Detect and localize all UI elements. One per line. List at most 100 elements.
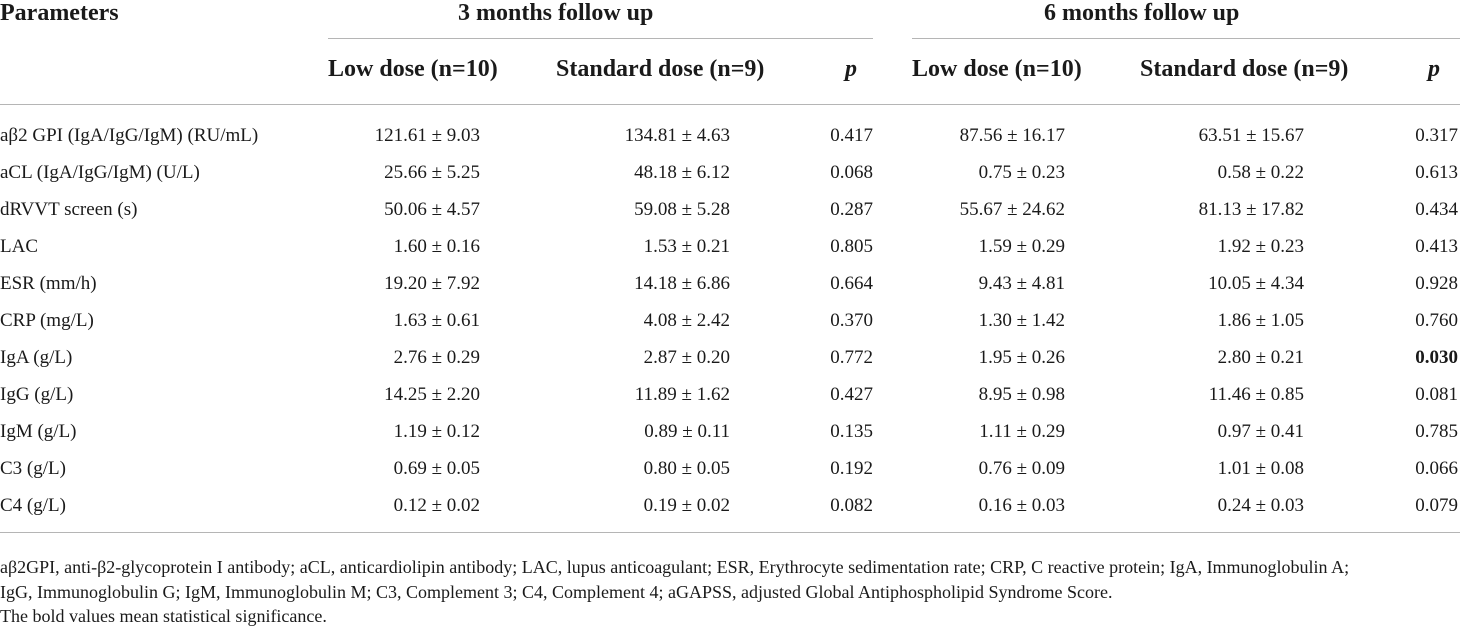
low-dose-6-cell: 1.11 ± 0.29 (979, 421, 1065, 442)
p-value-3-cell: 0.805 (830, 236, 873, 257)
p-value-3-cell: 0.427 (830, 384, 873, 405)
standard-dose-3-cell: 4.08 ± 2.42 (643, 310, 730, 331)
param-cell: C3 (g/L) (0, 458, 66, 479)
low-dose-6-cell: 87.56 ± 16.17 (959, 125, 1065, 146)
p-value-6-cell: 0.434 (1415, 199, 1458, 220)
p-value-6-cell: 0.785 (1415, 421, 1458, 442)
table-row: C3 (g/L) 0.69 ± 0.05 0.80 ± 0.05 0.192 0… (0, 451, 1460, 487)
table-row: CRP (mg/L) 1.63 ± 0.61 4.08 ± 2.42 0.370… (0, 303, 1460, 339)
low-dose-3-cell: 25.66 ± 5.25 (384, 162, 480, 183)
param-cell: CRP (mg/L) (0, 310, 94, 331)
low-dose-3-cell: 19.20 ± 7.92 (384, 273, 480, 294)
group-rule-3-months (328, 38, 873, 39)
col-header-standard-dose-6: Standard dose (n=9) (1140, 56, 1349, 82)
low-dose-6-cell: 8.95 ± 0.98 (978, 384, 1065, 405)
table-row: ESR (mm/h) 19.20 ± 7.92 14.18 ± 6.86 0.6… (0, 266, 1460, 302)
col-header-low-dose-3: Low dose (n=10) (328, 56, 498, 82)
group-header-6-months: 6 months follow up (1044, 0, 1240, 26)
standard-dose-3-cell: 0.89 ± 0.11 (644, 421, 730, 442)
table-row: LAC 1.60 ± 0.16 1.53 ± 0.21 0.805 1.59 ±… (0, 229, 1460, 265)
table-bottom-rule (0, 532, 1460, 533)
low-dose-3-cell: 0.69 ± 0.05 (393, 458, 480, 479)
p-value-6-cell: 0.079 (1415, 495, 1458, 516)
table-row: IgM (g/L) 1.19 ± 0.12 0.89 ± 0.11 0.135 … (0, 414, 1460, 450)
low-dose-3-cell: 1.60 ± 0.16 (393, 236, 480, 257)
p-value-3-cell: 0.772 (830, 347, 873, 368)
standard-dose-6-cell: 0.24 ± 0.03 (1217, 495, 1304, 516)
table-row: aβ2 GPI (IgA/IgG/IgM) (RU/mL) 121.61 ± 9… (0, 118, 1460, 154)
standard-dose-6-cell: 1.86 ± 1.05 (1217, 310, 1304, 331)
low-dose-6-cell: 0.75 ± 0.23 (978, 162, 1065, 183)
standard-dose-3-cell: 1.53 ± 0.21 (643, 236, 730, 257)
table-row: dRVVT screen (s) 50.06 ± 4.57 59.08 ± 5.… (0, 192, 1460, 228)
p-value-6-cell: 0.613 (1415, 162, 1458, 183)
param-cell: ESR (mm/h) (0, 273, 97, 294)
col-header-p-6: p (1428, 56, 1440, 82)
table-row: IgA (g/L) 2.76 ± 0.29 2.87 ± 0.20 0.772 … (0, 340, 1460, 376)
low-dose-3-cell: 2.76 ± 0.29 (393, 347, 480, 368)
group-header-3-months: 3 months follow up (458, 0, 654, 26)
footnote-abbreviations: aβ2GPI, anti-β2-glycoprotein I antibody;… (0, 557, 1350, 577)
p-value-6-cell-significant: 0.030 (1415, 347, 1458, 368)
p-value-3-cell: 0.192 (830, 458, 873, 479)
low-dose-6-cell: 55.67 ± 24.62 (959, 199, 1065, 220)
col-header-standard-dose-3: Standard dose (n=9) (556, 56, 765, 82)
standard-dose-3-cell: 48.18 ± 6.12 (634, 162, 730, 183)
standard-dose-6-cell: 2.80 ± 0.21 (1217, 347, 1304, 368)
standard-dose-3-cell: 2.87 ± 0.20 (643, 347, 730, 368)
parameters-header: Parameters (0, 0, 119, 26)
p-value-3-cell: 0.082 (830, 495, 873, 516)
standard-dose-6-cell: 0.97 ± 0.41 (1217, 421, 1304, 442)
standard-dose-3-cell: 134.81 ± 4.63 (624, 125, 730, 146)
low-dose-6-cell: 0.16 ± 0.03 (978, 495, 1065, 516)
param-cell: LAC (0, 236, 38, 257)
param-cell: IgG (g/L) (0, 384, 74, 405)
table-row: C4 (g/L) 0.12 ± 0.02 0.19 ± 0.02 0.082 0… (0, 488, 1460, 524)
standard-dose-6-cell: 81.13 ± 17.82 (1198, 199, 1304, 220)
param-cell: dRVVT screen (s) (0, 199, 138, 220)
col-header-low-dose-6: Low dose (n=10) (912, 56, 1082, 82)
p-value-6-cell: 0.928 (1415, 273, 1458, 294)
low-dose-6-cell: 9.43 ± 4.81 (978, 273, 1065, 294)
p-value-6-cell: 0.081 (1415, 384, 1458, 405)
p-value-6-cell: 0.066 (1415, 458, 1458, 479)
low-dose-3-cell: 121.61 ± 9.03 (374, 125, 480, 146)
low-dose-6-cell: 1.59 ± 0.29 (978, 236, 1065, 257)
footnote-abbreviations-cont: IgG, Immunoglobulin G; IgM, Immunoglobul… (0, 582, 1113, 602)
group-rule-6-months (912, 38, 1460, 39)
param-cell: C4 (g/L) (0, 495, 66, 516)
p-value-3-cell: 0.370 (830, 310, 873, 331)
standard-dose-6-cell: 1.92 ± 0.23 (1217, 236, 1304, 257)
p-value-3-cell: 0.135 (830, 421, 873, 442)
p-value-3-cell: 0.068 (830, 162, 873, 183)
table-row: IgG (g/L) 14.25 ± 2.20 11.89 ± 1.62 0.42… (0, 377, 1460, 413)
table-row: aCL (IgA/IgG/IgM) (U/L) 25.66 ± 5.25 48.… (0, 155, 1460, 191)
low-dose-3-cell: 50.06 ± 4.57 (384, 199, 480, 220)
standard-dose-6-cell: 11.46 ± 0.85 (1208, 384, 1304, 405)
param-cell: aβ2 GPI (IgA/IgG/IgM) (RU/mL) (0, 125, 259, 146)
param-cell: IgM (g/L) (0, 421, 77, 442)
low-dose-3-cell: 0.12 ± 0.02 (393, 495, 480, 516)
low-dose-3-cell: 1.19 ± 0.12 (393, 421, 480, 442)
p-value-3-cell: 0.664 (830, 273, 873, 294)
standard-dose-3-cell: 0.80 ± 0.05 (643, 458, 730, 479)
standard-dose-3-cell: 14.18 ± 6.86 (634, 273, 730, 294)
footnote-significance: The bold values mean statistical signifi… (0, 606, 327, 626)
standard-dose-6-cell: 10.05 ± 4.34 (1208, 273, 1304, 294)
standard-dose-3-cell: 0.19 ± 0.02 (643, 495, 730, 516)
low-dose-6-cell: 1.95 ± 0.26 (978, 347, 1065, 368)
p-value-3-cell: 0.287 (830, 199, 873, 220)
low-dose-6-cell: 1.30 ± 1.42 (978, 310, 1065, 331)
standard-dose-6-cell: 0.58 ± 0.22 (1217, 162, 1304, 183)
p-value-6-cell: 0.317 (1415, 125, 1458, 146)
col-header-p-3: p (845, 56, 857, 82)
standard-dose-6-cell: 1.01 ± 0.08 (1217, 458, 1304, 479)
standard-dose-3-cell: 11.89 ± 1.62 (634, 384, 730, 405)
standard-dose-3-cell: 59.08 ± 5.28 (634, 199, 730, 220)
p-value-6-cell: 0.760 (1415, 310, 1458, 331)
param-cell: IgA (g/L) (0, 347, 73, 368)
low-dose-3-cell: 1.63 ± 0.61 (393, 310, 480, 331)
standard-dose-6-cell: 63.51 ± 15.67 (1198, 125, 1304, 146)
p-value-3-cell: 0.417 (830, 125, 873, 146)
